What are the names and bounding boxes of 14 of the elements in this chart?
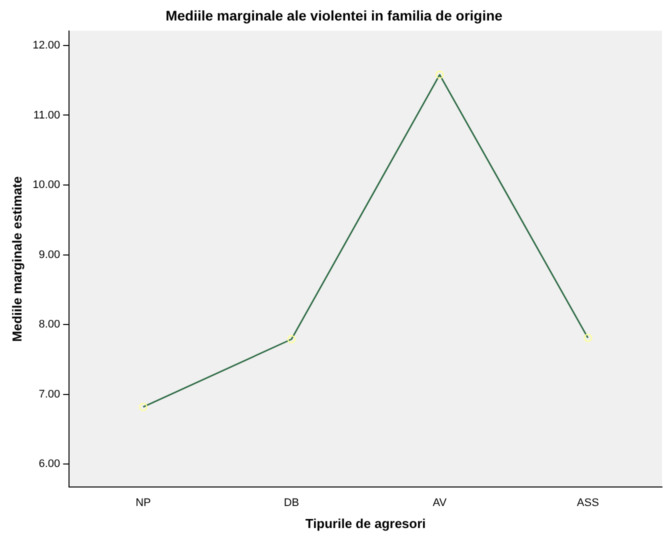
x-axis-title: Tipurile de agresori (305, 516, 426, 531)
x-tick-label: ASS (576, 496, 599, 509)
y-tick-label: 10.00 (32, 179, 60, 192)
y-tick-label: 11.00 (33, 109, 60, 122)
x-tick-label: NP (136, 496, 151, 509)
x-tick-label: DB (284, 496, 300, 509)
y-tick-label: 12.00 (32, 39, 60, 52)
x-tick-label: AV (432, 496, 448, 509)
y-tick-label: 6.00 (38, 458, 60, 470)
y-tick-label: 8.00 (38, 318, 60, 331)
y-tick-label: 7.00 (38, 388, 60, 400)
chart-title: Mediile marginale ale violentei in familia de origine (166, 7, 503, 24)
y-axis-title: Mediile marginale estimate (9, 176, 24, 342)
y-tick-label: 9.00 (38, 248, 60, 261)
